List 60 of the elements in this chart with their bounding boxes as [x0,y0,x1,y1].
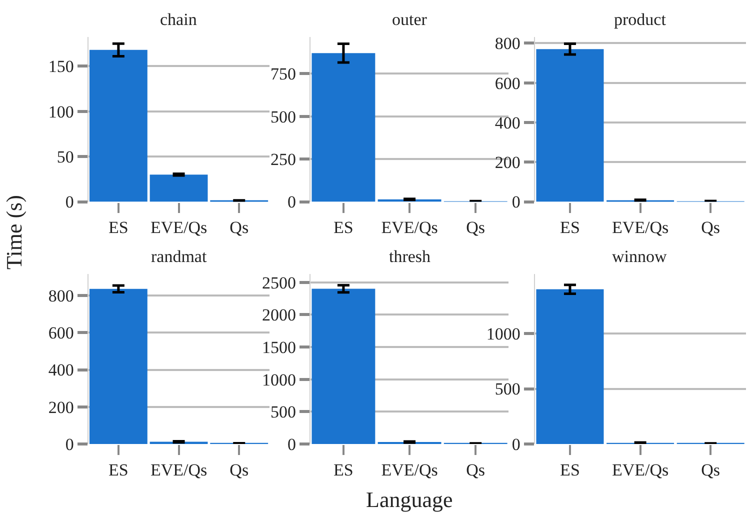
y-tick-label: 1000 [486,324,520,344]
x-tick-label: Qs [466,218,486,238]
chart-title: winnow [612,247,668,266]
y-tick-label: 400 [48,360,74,380]
chart-title: product [614,10,666,29]
x-tick-label: EVE/Qs [150,460,208,480]
bar [89,50,148,202]
y-tick-label: 150 [48,57,74,76]
chart-title: outer [392,10,428,29]
x-tick-label: EVE/Qs [612,218,669,238]
x-tick-label: Qs [230,460,249,480]
x-tick-label: EVE/Qs [381,218,438,238]
x-tick-label: ES [108,460,128,480]
y-tick-label: 0 [288,192,296,212]
x-tick-label: Qs [701,460,720,480]
y-tick-label: 250 [270,150,296,170]
chart-title: randmat [151,247,207,266]
y-tick-label: 600 [494,74,520,93]
y-axis-title: Time (s) [2,195,27,270]
y-tick-label: 500 [494,380,520,399]
y-tick-label: 200 [494,153,520,172]
x-tick-label: ES [334,460,354,480]
x-tick-label: Qs [466,460,486,480]
x-tick-label: Qs [701,218,720,238]
y-tick-label: 200 [48,398,74,417]
y-tick-label: 0 [65,192,74,212]
y-tick-label: 800 [494,34,520,54]
y-tick-label: 2000 [262,306,296,325]
chart-title: chain [160,10,198,29]
y-tick-label: 1000 [262,370,296,390]
bar [536,289,604,444]
y-tick-label: 600 [48,324,74,343]
x-tick-label: EVE/Qs [612,460,669,480]
y-tick-label: 0 [512,192,520,212]
y-tick-label: 500 [270,107,296,126]
y-tick-label: 0 [288,434,296,454]
bar [150,174,208,202]
bar [89,288,148,444]
y-tick-label: 0 [512,434,520,454]
x-tick-label: ES [334,218,354,238]
y-tick-label: 50 [56,148,74,167]
y-tick-label: 2500 [262,273,296,292]
chart-title: thresh [389,247,432,266]
x-tick-label: EVE/Qs [150,218,208,238]
y-tick-label: 1500 [262,338,296,357]
y-tick-label: 500 [270,402,296,422]
bar [536,49,604,202]
y-tick-label: 750 [270,64,296,84]
x-axis-title: Language [366,487,453,512]
x-tick-label: ES [560,460,580,480]
y-tick-label: 400 [494,113,520,132]
y-tick-label: 100 [48,102,74,122]
bar [312,288,376,444]
x-tick-label: EVE/Qs [381,460,438,480]
x-tick-label: Qs [230,218,249,238]
x-tick-label: ES [108,218,128,238]
y-tick-label: 800 [48,286,74,306]
x-tick-label: ES [560,218,580,238]
bar [312,53,376,202]
y-tick-label: 0 [65,434,74,454]
